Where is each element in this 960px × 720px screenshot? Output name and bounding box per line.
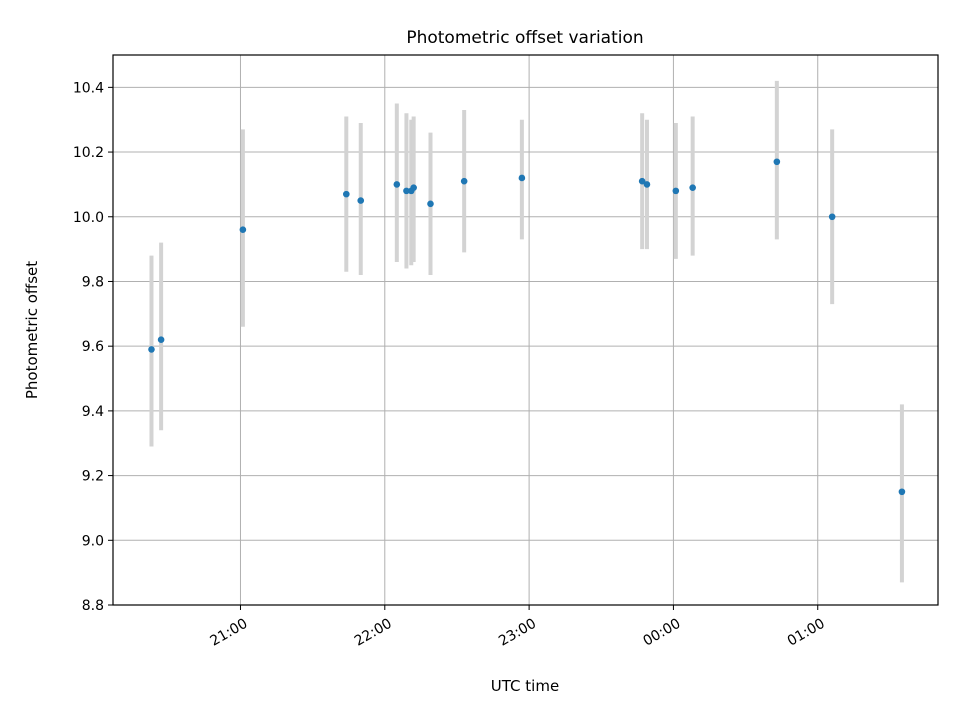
data-point xyxy=(148,346,155,353)
data-point xyxy=(518,174,526,182)
data-point xyxy=(393,181,401,188)
data-point xyxy=(828,213,836,221)
data-point xyxy=(672,187,680,195)
data-point xyxy=(427,200,434,208)
data-points xyxy=(148,158,906,496)
y-tick-label: 9.6 xyxy=(82,339,104,355)
y-tick-label: 10.4 xyxy=(73,80,104,96)
data-point xyxy=(357,197,365,204)
grid xyxy=(113,55,938,606)
data-point xyxy=(403,187,410,195)
data-point xyxy=(157,336,165,344)
y-axis-label: Photometric offset xyxy=(23,261,41,399)
y-tick-label: 10.0 xyxy=(73,210,104,226)
data-point xyxy=(343,190,350,198)
y-tick-label: 9.4 xyxy=(82,404,104,420)
y-tick-label: 9.0 xyxy=(82,533,104,549)
plot-area xyxy=(113,55,938,605)
data-point xyxy=(898,488,906,496)
y-tick-label: 9.2 xyxy=(82,469,104,485)
data-point xyxy=(460,177,468,185)
data-point xyxy=(239,226,247,234)
data-point xyxy=(689,184,696,191)
y-tick-label: 10.2 xyxy=(73,145,104,161)
x-axis-label: UTC time xyxy=(491,677,559,695)
y-tick-label: 9.8 xyxy=(82,274,104,290)
data-point xyxy=(638,177,646,185)
plot-frame xyxy=(112,54,939,606)
data-point xyxy=(643,181,651,188)
data-point xyxy=(410,184,417,191)
y-tick-label: 8.8 xyxy=(82,598,104,614)
data-point xyxy=(773,158,781,166)
chart-title: Photometric offset variation xyxy=(406,28,643,48)
